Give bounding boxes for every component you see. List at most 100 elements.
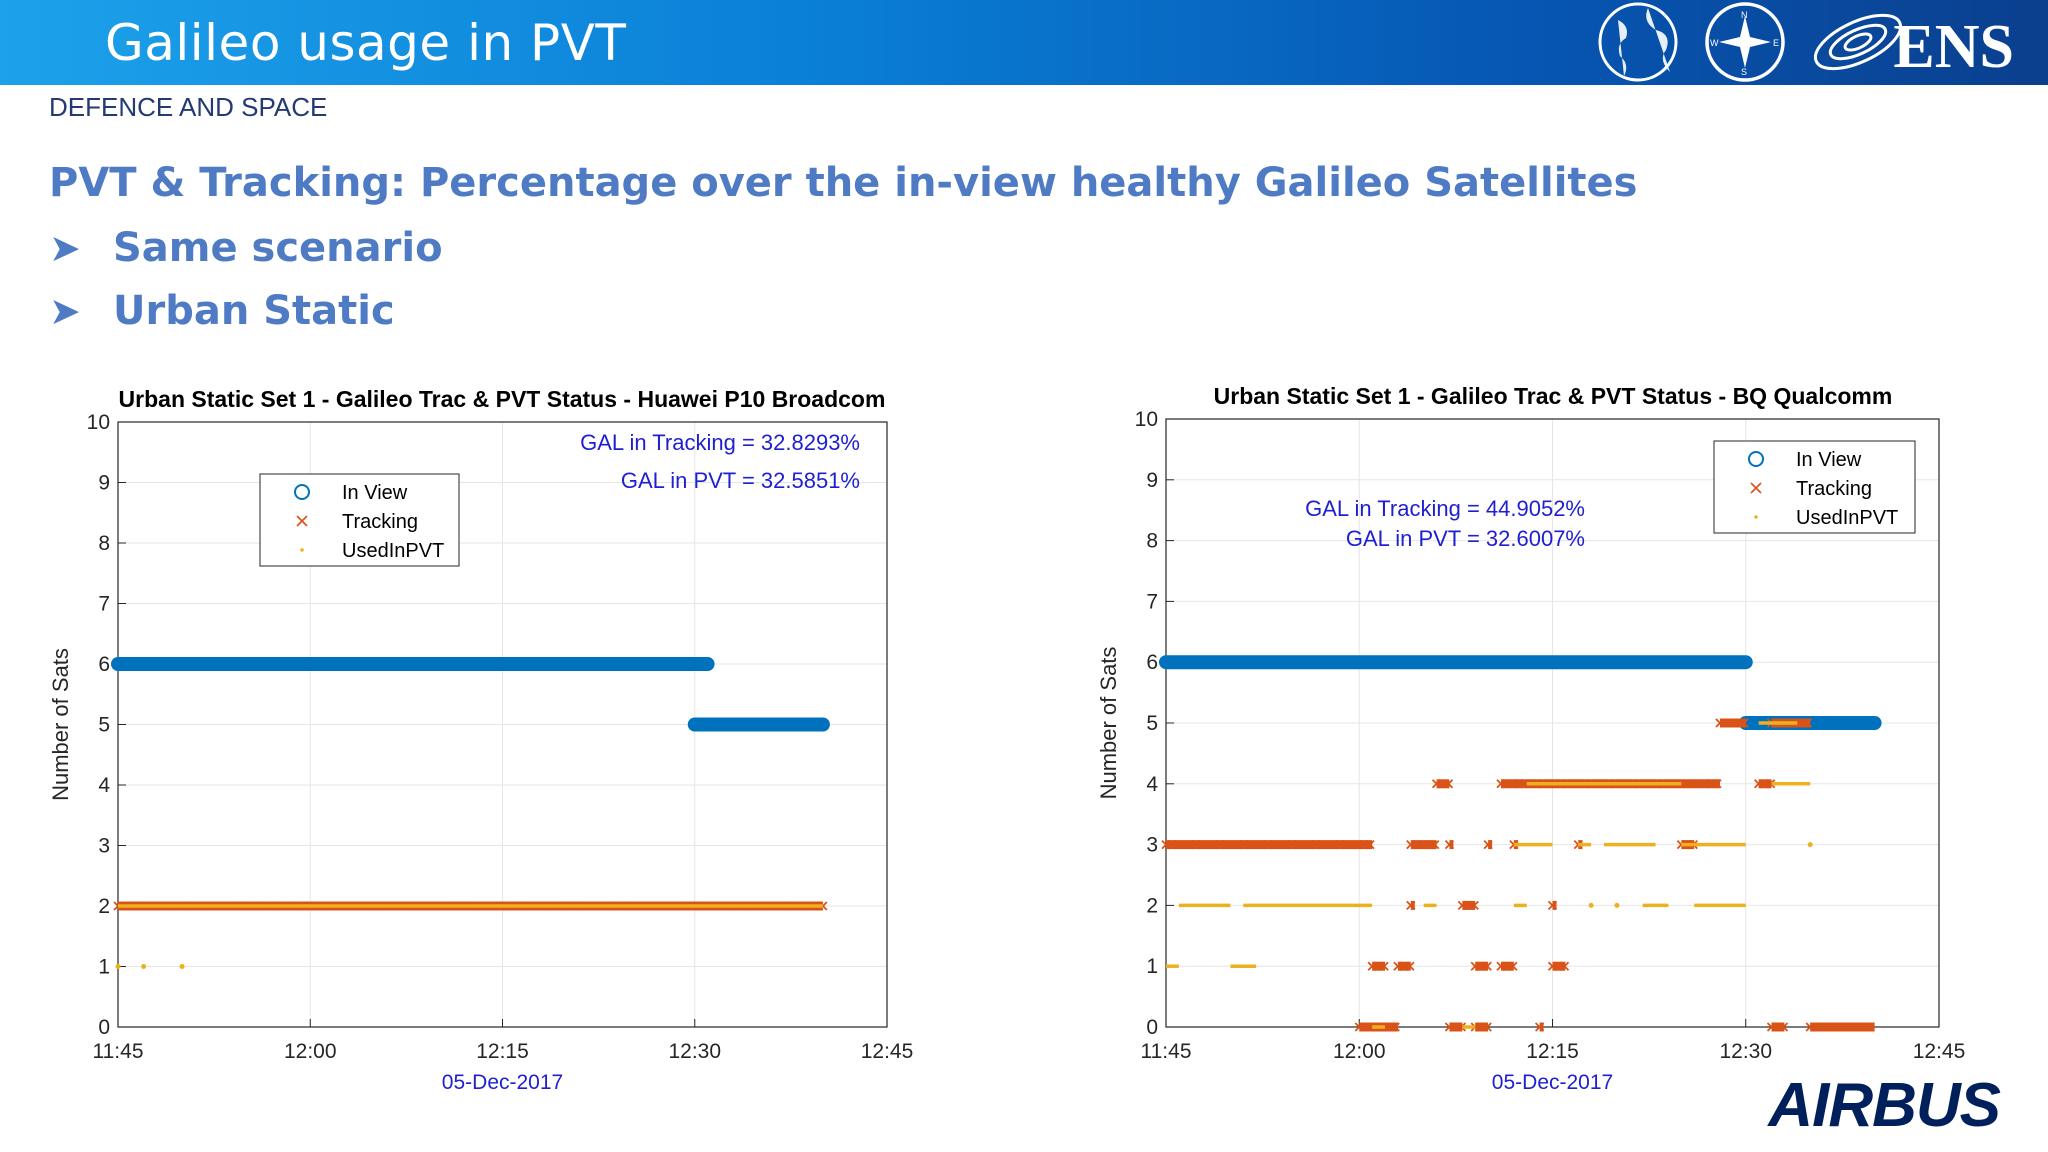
tracking-marker (1559, 961, 1570, 971)
tracking-marker (1765, 779, 1776, 789)
y-tick-label: 2 (98, 895, 110, 918)
x-tick-label: 12:00 (284, 1040, 337, 1063)
legend-box (259, 473, 460, 567)
y-tick-label: 9 (1146, 469, 1158, 492)
chart-title: Urban Static Set 1 - Galileo Trac & PVT … (119, 386, 886, 412)
bullet-item: ➤ Urban Static (49, 288, 395, 334)
chart-title: Urban Static Set 1 - Galileo Trac & PVT … (1214, 383, 1893, 409)
tracking-marker (1483, 839, 1493, 850)
tracking-marker (1739, 718, 1749, 728)
tracking-marker (1365, 839, 1375, 850)
x-axis-label: 05-Dec-2017 (442, 1071, 563, 1094)
svg-text:E: E (1773, 38, 1779, 48)
bullet-text: Same scenario (113, 225, 443, 271)
x-tick-label: 12:30 (668, 1040, 721, 1063)
x-axis-label: 05-Dec-2017 (1492, 1071, 1613, 1094)
y-tick-label: 5 (1146, 712, 1158, 735)
y-tick-label: 7 (98, 593, 110, 616)
y-tick-label: 8 (1146, 530, 1158, 553)
bullet-item: ➤ Same scenario (49, 225, 443, 271)
tracking-marker (1406, 900, 1416, 911)
x-tick-label: 12:00 (1333, 1040, 1386, 1063)
partner-logos: N S W E ENS (1548, 0, 2048, 85)
tracking-marker (1712, 779, 1722, 789)
y-tick-label: 7 (1146, 590, 1158, 613)
bullet-arrow-icon: ➤ (49, 289, 81, 333)
tracking-marker (1379, 961, 1389, 971)
y-tick-label: 9 (98, 472, 110, 495)
x-tick-label: 12:15 (476, 1040, 529, 1063)
legend-marker-x (1750, 482, 1762, 494)
ens-logo: ENS (1893, 13, 2014, 81)
tracking-marker (1430, 839, 1440, 850)
x-tick-label: 11:45 (93, 1040, 144, 1063)
page-title: PVT & Tracking: Percentage over the in-v… (49, 160, 1638, 206)
tracking-marker (1444, 839, 1455, 850)
y-tick-label: 5 (98, 714, 110, 737)
legend-label: Tracking (342, 511, 418, 533)
legend-marker-circle (294, 484, 310, 500)
tracking-marker (1508, 961, 1518, 971)
legend-label: In View (1796, 449, 1862, 471)
tracking-marker (1865, 1022, 1875, 1032)
y-tick-label: 3 (1146, 834, 1158, 857)
y-tick-label: 6 (98, 653, 110, 676)
svg-text:S: S (1741, 67, 1747, 77)
usedinpvt-point (1614, 902, 1620, 908)
usedinpvt-point (179, 964, 185, 969)
svg-text:N: N (1741, 10, 1748, 20)
y-tick-label: 6 (1146, 651, 1158, 674)
y-tick-label: 10 (1135, 408, 1158, 431)
y-tick-label: 10 (87, 411, 110, 434)
y-axis-label: Number of Sats (48, 648, 73, 801)
legend-marker-dot (1754, 515, 1758, 519)
subheading: DEFENCE AND SPACE (49, 92, 328, 122)
usedinpvt-point (141, 964, 147, 969)
legend-box (1713, 440, 1916, 534)
header-banner: Galileo usage in PVT N S W E (0, 0, 2048, 85)
legend-marker-x (296, 515, 308, 527)
tracking-marker (818, 901, 828, 911)
stat-annotation: GAL in Tracking = 44.9052% (1305, 496, 1585, 521)
y-tick-label: 4 (1146, 773, 1158, 796)
y-tick-label: 0 (1146, 1016, 1158, 1039)
legend-label: In View (342, 482, 408, 504)
banner-title: Galileo usage in PVT (105, 14, 627, 72)
airbus-logo: AIRBUS (1768, 1071, 2001, 1140)
x-tick-label: 12:15 (1526, 1040, 1579, 1063)
stat-annotation: GAL in PVT = 32.6007% (1346, 526, 1585, 551)
y-tick-label: 8 (98, 532, 110, 555)
usedinpvt-point (115, 964, 121, 969)
legend-marker-circle (1748, 451, 1764, 467)
legend-label: UsedInPVT (342, 540, 444, 562)
x-tick-label: 11:45 (1141, 1040, 1192, 1063)
bullet-text: Urban Static (113, 288, 395, 334)
plot-frame (1165, 418, 1940, 1028)
y-tick-label: 1 (98, 956, 110, 979)
tracking-marker (1482, 1022, 1492, 1032)
tracking-marker (1802, 718, 1813, 728)
svg-text:W: W (1710, 38, 1719, 48)
tracking-marker (1456, 1022, 1467, 1032)
y-axis-label: Number of Sats (1096, 647, 1121, 800)
x-tick-label: 12:45 (1913, 1040, 1966, 1063)
galaxy-icon (1813, 13, 1903, 71)
tracking-marker (1482, 961, 1492, 971)
tracking-marker (1405, 961, 1415, 971)
tracking-marker (1443, 779, 1454, 789)
y-tick-label: 4 (98, 774, 110, 797)
tracking-marker (1390, 1022, 1400, 1032)
x-tick-label: 12:30 (1719, 1040, 1772, 1063)
y-tick-label: 2 (1146, 894, 1158, 917)
y-tick-label: 0 (98, 1016, 110, 1039)
tracking-marker (1469, 900, 1479, 911)
stat-annotation: GAL in Tracking = 32.8293% (580, 430, 860, 455)
bullet-arrow-icon: ➤ (49, 226, 81, 270)
tracking-marker (1547, 900, 1558, 911)
globe-icon (1598, 2, 1678, 82)
legend-marker-dot (300, 548, 304, 552)
legend-label: Tracking (1796, 478, 1872, 500)
y-tick-label: 1 (1146, 955, 1158, 978)
stat-annotation: GAL in PVT = 32.5851% (621, 468, 860, 493)
